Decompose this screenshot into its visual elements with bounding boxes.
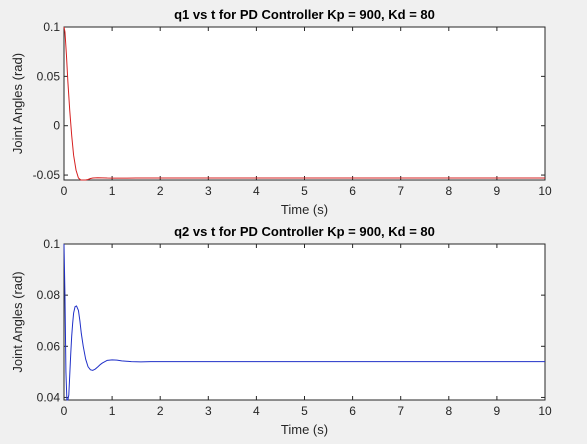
x-tick-label: 10 [538,184,552,198]
series-line [63,243,545,401]
y-tick-label: 0.05 [37,69,61,83]
y-axis-label: Joint Angles (rad) [10,271,25,372]
x-tick-label: 4 [253,184,260,198]
x-tick-label: 7 [397,184,404,198]
y-tick-label: 0.04 [37,390,61,404]
y-axis-label: Joint Angles (rad) [10,53,25,154]
chart-title: q2 vs t for PD Controller Kp = 900, Kd =… [174,224,435,239]
x-tick-label: 3 [205,404,212,418]
x-tick-label: 9 [494,184,501,198]
x-tick-label: 0 [61,404,68,418]
x-tick-label: 6 [349,404,356,418]
x-tick-label: 6 [349,184,356,198]
y-tick-label: 0.1 [43,20,60,34]
chart-title: q1 vs t for PD Controller Kp = 900, Kd =… [174,7,435,22]
subplot-2: 0 1 2 3 4 5 6 7 8 9 10 0.04 0.06 0.08 0.1 q2 vs t for P… [10,224,552,437]
y-tick-label: 0.06 [37,339,61,353]
y-tick-label: 0.08 [37,288,61,302]
x-tick-label: 5 [301,184,308,198]
x-tick-label: 0 [61,184,68,198]
x-tick-label: 9 [494,404,501,418]
series-line [63,26,545,181]
y-tick-label: 0 [53,119,60,133]
x-tick-label: 8 [445,184,452,198]
x-tick-label: 5 [301,404,308,418]
x-tick-label: 1 [109,404,116,418]
x-tick-label: 10 [538,404,552,418]
plot-area [63,243,546,401]
x-tick-label: 3 [205,184,212,198]
x-tick-label: 7 [397,404,404,418]
x-axis-label: Time (s) [281,202,328,217]
x-axis-label: Time (s) [281,422,328,437]
x-tick-label: 2 [157,184,164,198]
x-tick-label: 8 [445,404,452,418]
x-tick-label: 1 [109,184,116,198]
plot-area [63,26,546,181]
x-tick-label: 4 [253,404,260,418]
y-tick-label: 0.1 [43,237,60,251]
x-tick-label: 2 [157,404,164,418]
y-tick-label: -0.05 [33,168,61,182]
